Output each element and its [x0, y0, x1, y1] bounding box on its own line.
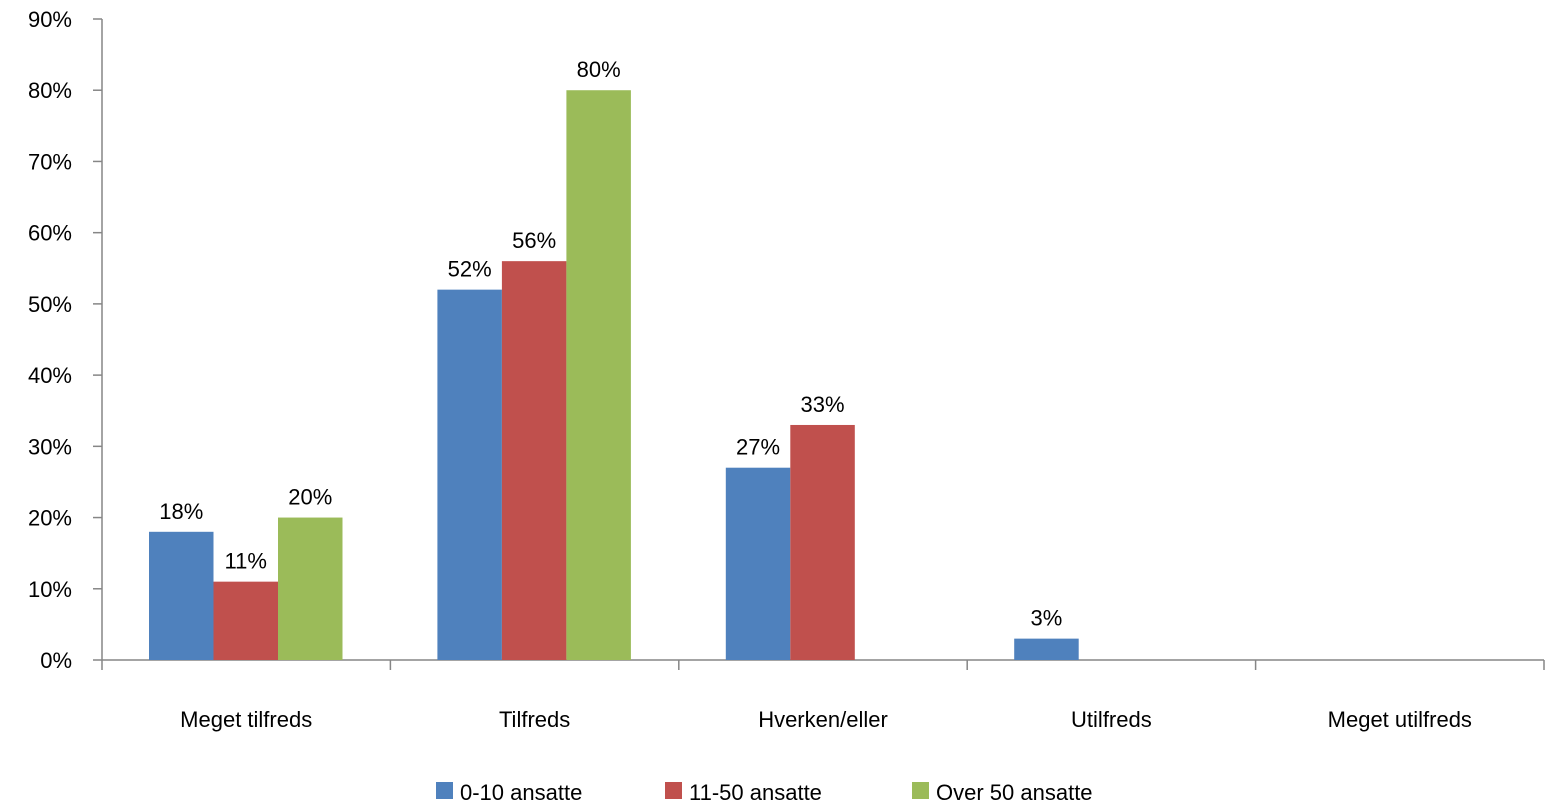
data-label: 80%: [577, 57, 621, 82]
y-tick-label: 90%: [28, 7, 72, 32]
bars: [149, 90, 1079, 660]
bar: [566, 90, 631, 660]
y-tick-label: 10%: [28, 577, 72, 602]
x-category-label: Hverken/eller: [758, 707, 888, 732]
y-tick-label: 30%: [28, 434, 72, 459]
legend-swatch: [665, 782, 682, 799]
data-label: 3%: [1031, 606, 1063, 631]
bar: [437, 289, 502, 660]
x-category-label: Tilfreds: [499, 707, 570, 732]
x-category-label: Meget utilfreds: [1328, 707, 1472, 732]
legend-label: 11-50 ansatte: [689, 780, 822, 805]
y-tick-label: 20%: [28, 506, 72, 531]
y-tick-label: 80%: [28, 78, 72, 103]
legend-label: Over 50 ansatte: [936, 780, 1093, 805]
data-label: 56%: [512, 228, 556, 253]
y-tick-label: 60%: [28, 221, 72, 246]
data-label: 11%: [225, 549, 267, 574]
bar: [213, 581, 278, 660]
y-tick-label: 70%: [28, 149, 72, 174]
bar: [278, 517, 343, 660]
x-category-label: Utilfreds: [1071, 707, 1152, 732]
x-axis: Meget tilfreds Tilfreds Hverken/eller Utilf…: [101, 659, 1545, 732]
legend-swatch: [912, 782, 929, 799]
bar: [790, 424, 855, 660]
bar: [1014, 638, 1079, 660]
legend: 0-10 ansatte 11-50 ansatte Over 50 ansatte: [436, 780, 1093, 805]
bar: [725, 467, 791, 660]
bar: [501, 261, 567, 660]
legend-label: 0-10 ansatte: [460, 780, 582, 805]
data-label: 52%: [448, 257, 492, 282]
y-tick-label: 40%: [28, 363, 72, 388]
data-label: 33%: [801, 392, 845, 417]
data-label: 18%: [159, 499, 203, 524]
bar: [149, 531, 214, 660]
y-axis: 0% 10% 20% 30% 40% 50% 60% 70% 80% 90%: [28, 7, 103, 673]
data-labels: 18% 52% 27% 3% 11% 56% 33% 20% 80%: [159, 57, 1062, 630]
data-label: 27%: [736, 435, 780, 460]
x-category-label: Meget tilfreds: [180, 707, 312, 732]
legend-swatch: [436, 782, 453, 799]
y-tick-label: 0%: [40, 648, 72, 673]
y-tick-label: 50%: [28, 292, 72, 317]
data-label: 20%: [288, 485, 332, 510]
